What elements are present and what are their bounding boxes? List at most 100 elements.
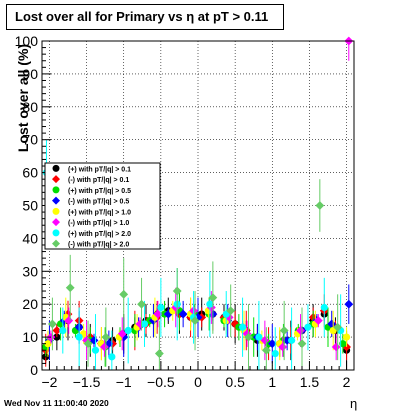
y-tick-label: 60 xyxy=(22,165,38,181)
legend: (+) with pT/|q| > 0.1 (-) with pT/|q| > 0… xyxy=(44,162,161,250)
x-tick-label: 1 xyxy=(268,374,276,390)
legend-marker xyxy=(52,196,60,205)
data-point xyxy=(172,286,182,296)
legend-label: (-) with pT/|q| > 0.5 xyxy=(68,199,129,206)
y-tick-label: 40 xyxy=(22,230,38,246)
y-tick-label: 90 xyxy=(22,66,38,82)
legend-label: (-) with pT/|q| > 0.1 xyxy=(68,177,129,184)
chart-title: Lost over all for Primary vs η at pT > 0… xyxy=(6,4,284,30)
data-point xyxy=(260,335,270,345)
data-point xyxy=(153,309,163,319)
data-point xyxy=(271,349,279,358)
data-point xyxy=(226,306,236,316)
data-point xyxy=(333,322,343,332)
data-point xyxy=(140,320,149,328)
legend-label: (+) with pT/|q| > 0.1 xyxy=(68,166,131,173)
data-point xyxy=(124,326,132,335)
data-point xyxy=(267,339,277,349)
x-tick-label: −0.5 xyxy=(147,374,175,390)
legend-label: (+) with pT/|q| > 0.5 xyxy=(68,188,131,195)
data-point xyxy=(261,345,271,355)
data-point xyxy=(279,326,289,335)
data-point xyxy=(44,340,52,348)
x-tick-label: −2 xyxy=(41,374,57,390)
timestamp-footer: Wed Nov 11 11:00:40 2020 xyxy=(4,398,109,408)
data-point xyxy=(230,319,240,329)
y-tick-label: 0 xyxy=(30,362,38,378)
data-point xyxy=(238,323,247,331)
data-point xyxy=(91,346,100,354)
legend-label: (+) with pT/|q| > 1.0 xyxy=(68,209,131,216)
data-point xyxy=(75,333,83,341)
series-8 xyxy=(48,179,343,370)
data-point xyxy=(59,326,67,335)
legend-marker xyxy=(52,207,60,215)
data-point xyxy=(108,353,116,361)
legend-entry: (+) with pT/|q| > 0.1 xyxy=(52,164,131,173)
data-point xyxy=(135,319,145,329)
legend-marker xyxy=(52,186,60,194)
data-point xyxy=(342,333,351,341)
x-tick-label: 2 xyxy=(343,374,351,390)
y-tick-label: 100 xyxy=(15,33,39,49)
legend-label: (-) with pT/|q| > 2.0 xyxy=(68,242,129,249)
data-point xyxy=(278,342,288,352)
y-axis-label: Lost over all (%) xyxy=(15,43,31,153)
y-tick-label: 30 xyxy=(22,263,38,279)
data-point xyxy=(137,299,146,309)
y-tick-label: 20 xyxy=(22,296,38,312)
legend-marker xyxy=(52,175,60,184)
x-tick-label: −1.5 xyxy=(73,374,101,390)
data-point xyxy=(52,326,62,335)
data-point xyxy=(63,309,73,319)
data-point xyxy=(117,329,127,339)
data-point xyxy=(65,283,75,293)
data-point xyxy=(154,349,164,358)
x-axis-label: η xyxy=(350,396,358,411)
legend-entry: (-) with pT/|q| > 1.0 xyxy=(52,218,129,227)
data-point xyxy=(157,303,165,312)
data-point xyxy=(320,303,328,312)
series-6 xyxy=(46,36,354,361)
data-point xyxy=(89,335,99,345)
data-point xyxy=(304,323,312,331)
data-point xyxy=(163,309,173,319)
data-point xyxy=(296,326,305,335)
data-point xyxy=(100,342,109,352)
legend-entry: (+) with pT/|q| > 2.0 xyxy=(52,229,131,238)
data-point xyxy=(178,309,188,319)
data-point xyxy=(315,201,325,210)
x-tick-label: −1 xyxy=(116,374,132,390)
data-point xyxy=(288,336,296,344)
legend-marker xyxy=(52,164,60,172)
data-point xyxy=(101,332,111,342)
data-point xyxy=(244,332,253,342)
data-point xyxy=(119,289,129,299)
data-point xyxy=(83,339,93,349)
x-tick-label: 0.5 xyxy=(225,374,245,390)
axes: −2 −1.5 −1 −0.5 0 0.5 1 1.5 20102030405060708090… xyxy=(15,33,355,390)
legend-entry: (+) with pT/|q| > 0.5 xyxy=(52,186,131,195)
x-tick-label: 1.5 xyxy=(300,374,320,390)
legend-box xyxy=(44,162,161,250)
legend-label: (-) with pT/|q| > 1.0 xyxy=(68,220,129,227)
data-point xyxy=(48,319,57,329)
y-tick-label: 70 xyxy=(22,132,38,148)
data-point xyxy=(242,329,252,339)
data-point xyxy=(190,316,200,326)
legend-marker xyxy=(52,239,60,248)
data-point xyxy=(327,319,337,329)
data-point xyxy=(64,316,74,326)
y-tick-label: 50 xyxy=(22,198,38,214)
x-tick-label: 0 xyxy=(194,374,202,390)
legend-entry: (-) with pT/|q| > 2.0 xyxy=(52,239,129,249)
data-point xyxy=(104,339,114,349)
legend-marker xyxy=(52,218,60,227)
data-point xyxy=(255,333,263,341)
legend-label: (+) with pT/|q| > 2.0 xyxy=(68,231,131,238)
data-point xyxy=(208,293,218,303)
legend-marker xyxy=(52,229,60,237)
data-point xyxy=(344,299,354,309)
data-point xyxy=(313,316,323,326)
